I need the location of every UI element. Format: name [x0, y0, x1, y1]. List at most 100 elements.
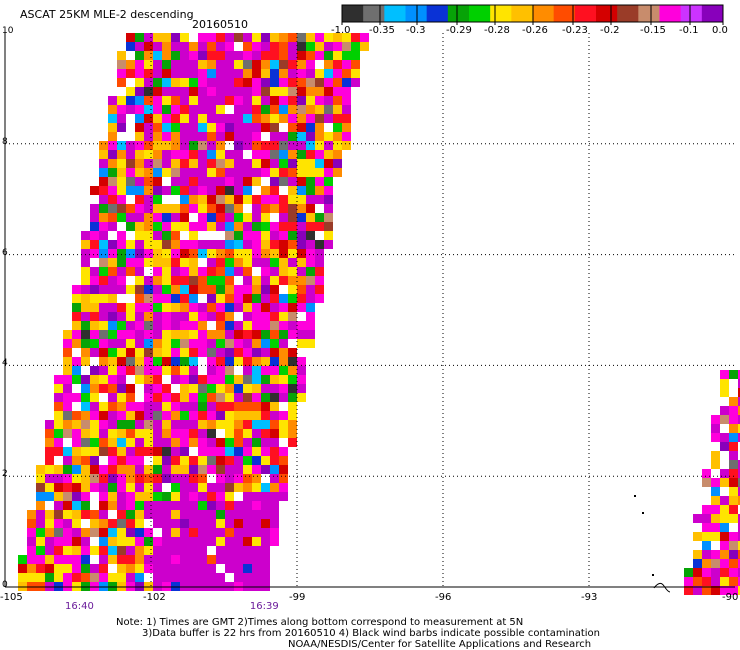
swath-cell	[252, 177, 261, 186]
swath-cell	[162, 267, 171, 276]
swath-cell	[225, 339, 234, 348]
swath-cell	[252, 411, 261, 420]
swath-cell	[225, 375, 234, 384]
swath-cell	[261, 69, 270, 78]
swath-cell	[27, 555, 36, 564]
swath-cell	[108, 267, 117, 276]
swath-cell	[81, 429, 90, 438]
swath-cell	[225, 114, 234, 123]
swath-cell	[117, 456, 126, 465]
swath-cell	[189, 204, 198, 213]
swath-cell	[288, 438, 297, 447]
swath-cell	[144, 375, 153, 384]
swath-cell	[36, 483, 45, 492]
swath-cell	[90, 348, 99, 357]
swath-cell	[702, 541, 711, 550]
swath-cell	[135, 186, 144, 195]
swath-cell	[117, 384, 126, 393]
swath-cell	[738, 397, 740, 406]
swath-cell	[135, 348, 144, 357]
swath-cell	[126, 465, 135, 474]
swath-cell	[99, 159, 108, 168]
swath-cell	[198, 42, 207, 51]
swath-cell	[54, 474, 63, 483]
swath-cell	[72, 420, 81, 429]
swath-cell	[216, 330, 225, 339]
swath-cell	[261, 276, 270, 285]
swath-cell	[90, 528, 99, 537]
swath-cell	[81, 465, 90, 474]
swath-cell	[306, 186, 315, 195]
swath-cell	[144, 384, 153, 393]
swath-cell	[144, 195, 153, 204]
swath-cell	[135, 537, 144, 546]
swath-cell	[180, 249, 189, 258]
swath-cell	[252, 231, 261, 240]
swath-cell	[234, 411, 243, 420]
swath-cell	[180, 366, 189, 375]
swath-cell	[72, 573, 81, 582]
swath-cell	[81, 564, 90, 573]
swath-cell	[306, 51, 315, 60]
swath-cell	[234, 510, 243, 519]
swath-cell	[279, 222, 288, 231]
swath-cell	[198, 105, 207, 114]
swath-cell	[117, 564, 126, 573]
swath-cell	[81, 321, 90, 330]
swath-cell	[117, 537, 126, 546]
swath-cell	[117, 195, 126, 204]
swath-cell	[297, 213, 306, 222]
swath-cell	[90, 519, 99, 528]
swath-cell	[81, 375, 90, 384]
swath-cell	[135, 105, 144, 114]
swath-cell	[261, 375, 270, 384]
swath-cell	[261, 249, 270, 258]
swath-cell	[261, 186, 270, 195]
swath-cell	[216, 195, 225, 204]
swath-cell	[297, 204, 306, 213]
swath-cell	[135, 321, 144, 330]
swath-cell	[243, 186, 252, 195]
swath-cell	[72, 492, 81, 501]
swath-cell	[342, 78, 351, 87]
swath-cell	[261, 366, 270, 375]
swath-cell	[234, 420, 243, 429]
swath-cell	[99, 564, 108, 573]
swath-cell	[315, 105, 324, 114]
swath-cell	[234, 294, 243, 303]
swath-cell	[288, 429, 297, 438]
swath-cell	[207, 168, 216, 177]
swath-cell	[342, 123, 351, 132]
swath-cell	[72, 474, 81, 483]
swath-cell	[207, 456, 216, 465]
swath-cell	[288, 204, 297, 213]
swath-cell	[99, 294, 108, 303]
swath-cell	[135, 366, 144, 375]
swath-cell	[252, 429, 261, 438]
swath-cell	[162, 366, 171, 375]
swath-cell	[126, 366, 135, 375]
swath-cell	[225, 501, 234, 510]
swath-cell	[234, 465, 243, 474]
swath-cell	[180, 546, 189, 555]
swath-cell	[144, 114, 153, 123]
swath-cell	[99, 447, 108, 456]
swath-cell	[117, 519, 126, 528]
swath-cell	[180, 375, 189, 384]
swath-cell	[216, 546, 225, 555]
swath-cell	[144, 357, 153, 366]
swath-cell	[207, 357, 216, 366]
swath-cell	[234, 303, 243, 312]
swath-cell	[207, 402, 216, 411]
swath-cell	[54, 537, 63, 546]
swath-cell	[252, 87, 261, 96]
swath-cell	[126, 312, 135, 321]
swath-cell	[738, 550, 740, 559]
swath-cell	[720, 532, 729, 541]
swath-cell	[180, 42, 189, 51]
swath-cell	[252, 42, 261, 51]
swath-cell	[162, 501, 171, 510]
swath-cell	[270, 276, 279, 285]
swath-cell	[126, 96, 135, 105]
swath-cell	[117, 483, 126, 492]
